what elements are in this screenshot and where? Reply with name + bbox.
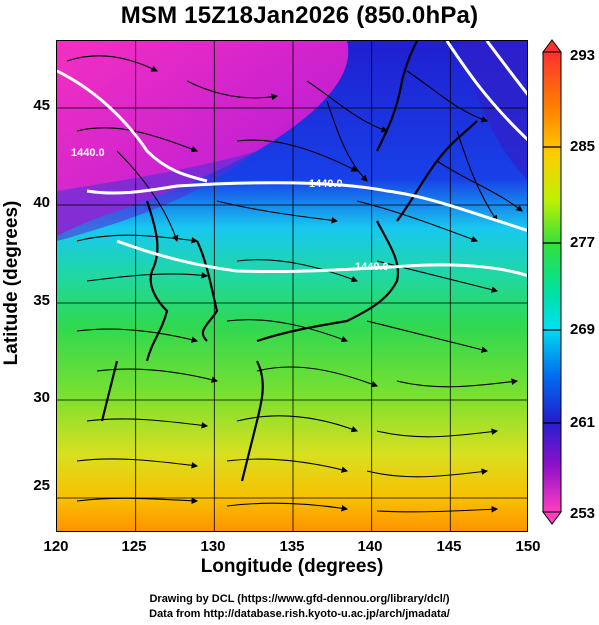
contour-label: 1440.0 (71, 147, 105, 159)
colorbar-tick-label: 269 (570, 321, 596, 338)
x-tick-label: 125 (121, 538, 147, 555)
colorbar-tick-label: 293 (570, 47, 596, 64)
x-tick-label: 135 (279, 538, 305, 555)
credit-data-source: Data from http://database.rish.kyoto-u.a… (149, 608, 450, 620)
colorbar-tick-label: 285 (570, 138, 596, 155)
x-tick-label: 150 (515, 538, 541, 555)
contour-label: 1440.0 (309, 178, 343, 190)
height-contours (57, 41, 527, 277)
y-tick-label: 25 (33, 477, 50, 494)
x-tick-label: 120 (43, 538, 69, 555)
x-axis-label: Longitude (degrees) (200, 556, 384, 577)
coastlines (100, 41, 478, 482)
map-svg: 1440.0 1440.0 1440.0 (57, 41, 527, 531)
x-tick-label: 145 (436, 538, 462, 555)
streamlines (66, 55, 523, 513)
colorbar-tick-label: 253 (570, 505, 596, 522)
x-tick-label: 140 (357, 538, 383, 555)
y-tick-label: 30 (33, 389, 50, 406)
colorbar-tick-label: 261 (570, 414, 596, 431)
y-tick-label: 45 (33, 97, 50, 114)
chart-title: MSM 15Z18Jan2026 (850.0hPa) (120, 2, 479, 29)
y-tick-label: 40 (33, 194, 50, 211)
map-plot-area: 1440.0 1440.0 1440.0 (56, 40, 528, 532)
credit-drawing: Drawing by DCL (https://www.gfd-dennou.o… (149, 593, 450, 605)
colorbar-tick-label: 277 (570, 234, 596, 251)
y-axis-label: Latitude (degrees) (1, 200, 22, 366)
colorbar (542, 39, 562, 525)
contour-label: 1440.0 (355, 261, 389, 273)
x-tick-label: 130 (200, 538, 226, 555)
y-tick-label: 35 (33, 292, 50, 309)
